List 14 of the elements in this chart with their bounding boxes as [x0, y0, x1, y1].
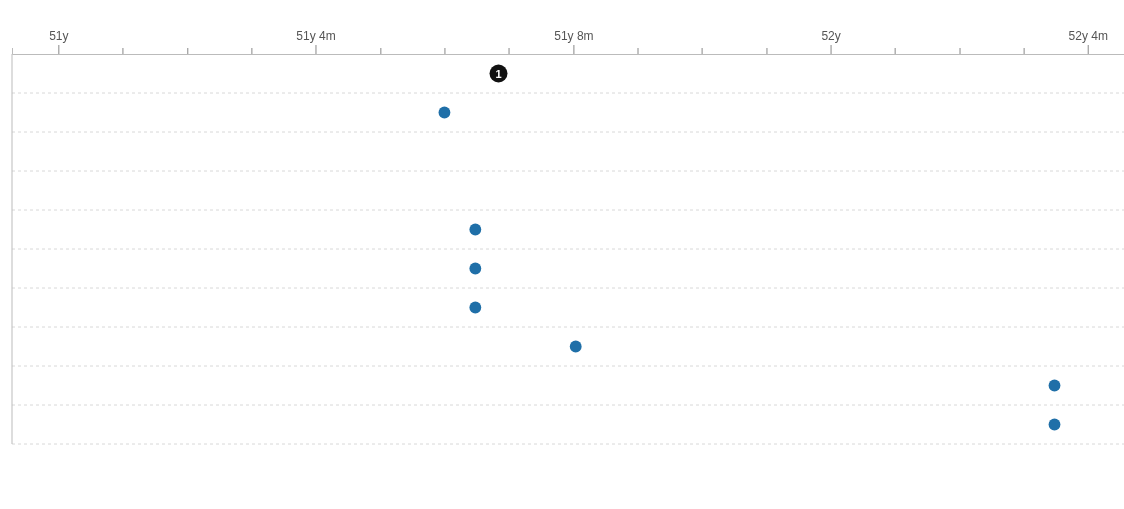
point	[569, 340, 582, 353]
x-tick-label: 51y	[49, 29, 69, 43]
x-tick-label: 51y 4m	[296, 29, 336, 43]
annotation: 1	[495, 67, 502, 80]
numbered-badge: 1	[489, 64, 508, 83]
point	[469, 223, 482, 236]
point	[469, 262, 482, 275]
point	[1048, 418, 1061, 431]
x-tick-label: 52y	[821, 29, 841, 43]
x-tick-label: 51y 8m	[554, 29, 594, 43]
point	[438, 106, 451, 119]
x-tick-label: 52y 4m	[1068, 29, 1108, 43]
point	[469, 301, 482, 314]
point	[1048, 379, 1061, 392]
